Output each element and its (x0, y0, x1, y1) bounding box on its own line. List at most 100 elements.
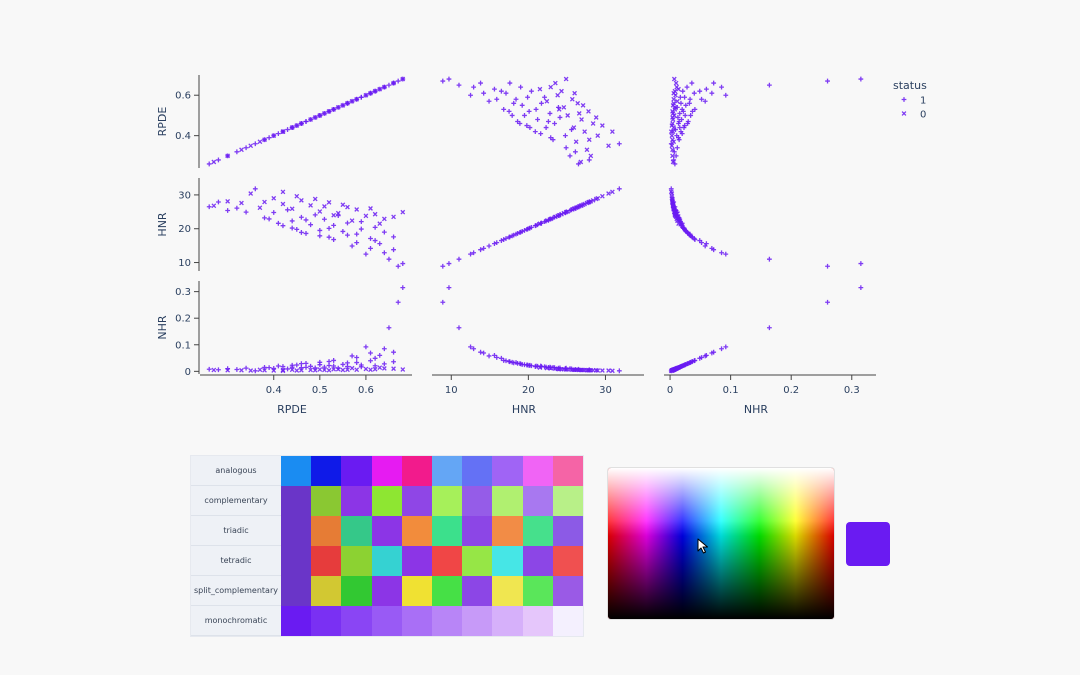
data-point-series-1 (685, 230, 691, 235)
color-swatch[interactable] (341, 546, 372, 576)
color-swatch[interactable] (552, 576, 584, 606)
color-swatch[interactable] (552, 516, 584, 546)
color-swatch[interactable] (462, 546, 493, 576)
data-point-series-1 (704, 353, 709, 358)
data-point-series-1 (275, 131, 281, 137)
data-point-series-1 (372, 355, 378, 361)
legend-label-0: 0 (920, 110, 926, 121)
color-swatch[interactable] (371, 576, 402, 606)
data-point-series-1 (697, 88, 703, 94)
color-swatch[interactable] (432, 456, 463, 486)
data-point-series-1 (481, 90, 487, 96)
data-point-series-0 (586, 367, 592, 373)
data-point-series-0 (345, 100, 350, 106)
color-swatch[interactable] (462, 516, 493, 546)
selected-color-swatch[interactable] (846, 522, 890, 566)
color-swatch[interactable] (311, 456, 342, 486)
color-swatch[interactable] (552, 456, 584, 486)
color-swatch[interactable] (401, 576, 433, 606)
color-swatch[interactable] (522, 546, 553, 576)
data-point-series-0 (563, 367, 569, 372)
color-swatch[interactable] (281, 606, 312, 636)
color-swatch[interactable] (341, 606, 372, 636)
color-swatch[interactable] (552, 486, 584, 516)
color-swatch[interactable] (401, 516, 433, 546)
color-swatch[interactable] (522, 456, 553, 486)
color-swatch[interactable] (311, 576, 342, 606)
color-swatch[interactable] (341, 576, 372, 606)
scheme-label-complementary: complementary (191, 486, 281, 516)
data-point-series-0 (345, 204, 350, 210)
color-swatch[interactable] (552, 546, 584, 576)
color-swatch[interactable] (522, 606, 553, 636)
data-point-series-0 (257, 367, 263, 373)
color-swatch[interactable] (281, 516, 312, 546)
color-picker-gradient[interactable] (608, 468, 834, 619)
x-tick-label-NHR: 0.1 (723, 385, 739, 396)
data-point-series-1 (386, 256, 392, 262)
scheme-labels-column: analogous complementary triadic tetradic spl… (191, 456, 281, 636)
color-swatch[interactable] (432, 486, 463, 516)
color-swatch[interactable] (341, 486, 372, 516)
data-point-series-1 (535, 117, 541, 122)
data-point-series-0 (563, 76, 569, 82)
data-point-series-1 (391, 359, 396, 365)
color-swatch[interactable] (492, 576, 523, 606)
color-swatch[interactable] (371, 516, 402, 546)
color-swatch[interactable] (492, 546, 523, 576)
color-swatch[interactable] (371, 486, 402, 516)
color-swatch[interactable] (552, 606, 584, 636)
color-swatch[interactable] (462, 606, 493, 636)
data-point-series-1 (216, 157, 221, 163)
color-swatch[interactable] (311, 486, 342, 516)
data-point-series-1 (322, 216, 327, 222)
color-swatch[interactable] (401, 486, 433, 516)
color-swatch[interactable] (281, 546, 312, 576)
color-swatch[interactable] (401, 606, 433, 636)
color-swatch[interactable] (462, 576, 493, 606)
color-swatch[interactable] (311, 546, 342, 576)
color-swatch[interactable] (341, 456, 372, 486)
swatch-row-split_complementary (281, 576, 584, 606)
color-swatch[interactable] (401, 546, 433, 576)
data-point-series-1 (358, 219, 364, 225)
color-swatch[interactable] (492, 456, 523, 486)
color-swatch[interactable] (432, 606, 463, 636)
data-point-series-1 (478, 247, 483, 253)
data-point-series-1 (381, 361, 387, 367)
color-swatch[interactable] (492, 606, 523, 636)
color-swatch[interactable] (371, 456, 402, 486)
color-swatch[interactable] (432, 546, 463, 576)
data-point-series-1 (546, 119, 551, 124)
color-swatch[interactable] (311, 516, 342, 546)
color-swatch[interactable] (492, 516, 523, 546)
data-point-series-0 (368, 367, 373, 373)
color-swatch[interactable] (341, 516, 372, 546)
data-point-series-1 (690, 108, 695, 114)
color-swatch[interactable] (432, 516, 463, 546)
color-swatch[interactable] (281, 486, 312, 516)
color-swatch[interactable] (371, 606, 402, 636)
data-point-series-1 (503, 358, 509, 364)
color-swatch[interactable] (522, 576, 553, 606)
color-swatch[interactable] (462, 456, 493, 486)
color-swatch[interactable] (311, 606, 342, 636)
data-point-series-0 (544, 218, 550, 223)
color-swatch[interactable] (522, 516, 553, 546)
color-swatch[interactable] (401, 456, 433, 486)
data-point-series-1 (723, 251, 729, 257)
data-point-series-0 (326, 367, 332, 373)
data-point-series-0 (340, 202, 346, 208)
data-point-series-1 (386, 82, 392, 88)
color-swatch[interactable] (371, 546, 402, 576)
color-swatch[interactable] (522, 486, 553, 516)
color-swatch[interactable] (462, 486, 493, 516)
color-swatch[interactable] (281, 576, 312, 606)
data-point-series-0 (381, 84, 387, 90)
color-swatch[interactable] (281, 456, 312, 486)
data-point-series-0 (372, 88, 378, 94)
color-swatch[interactable] (492, 486, 523, 516)
data-point-series-1 (234, 205, 240, 211)
data-point-series-1 (285, 127, 290, 132)
color-swatch[interactable] (432, 576, 463, 606)
